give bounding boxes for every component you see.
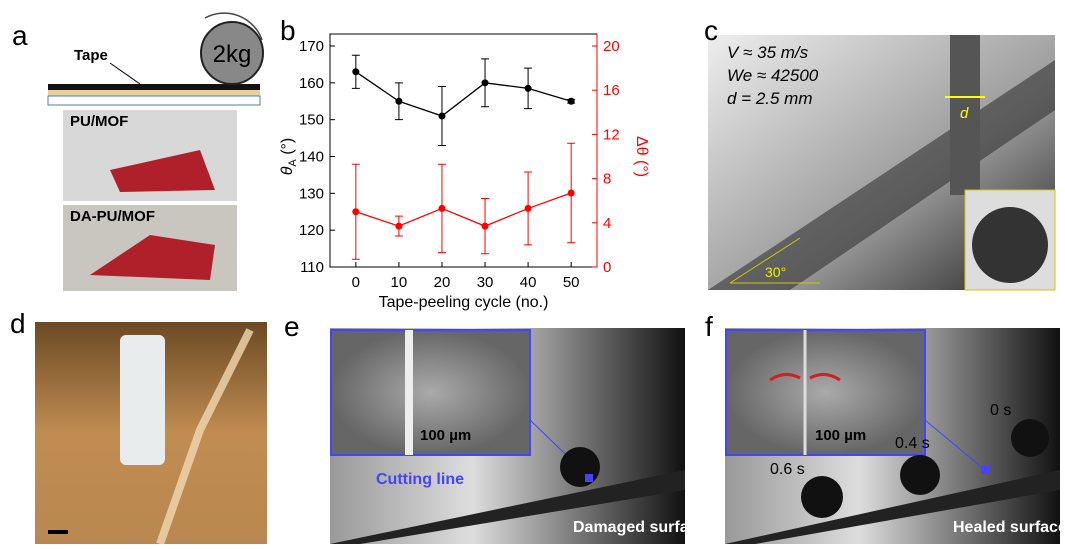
droplet — [560, 447, 600, 487]
angle-line — [729, 237, 801, 284]
inset — [330, 329, 531, 456]
x-tick-label: 50 — [563, 274, 580, 291]
point — [395, 97, 403, 105]
y-tick-label: 170 — [299, 38, 324, 55]
plot-frame — [329, 33, 598, 268]
time-label: 0 s — [990, 402, 1011, 419]
heal-arrows — [769, 373, 841, 382]
y2-tick-label: 16 — [603, 82, 620, 99]
x-tick-label: 30 — [477, 274, 494, 291]
cut — [405, 330, 413, 455]
panel-label: c — [704, 15, 718, 46]
point — [524, 204, 532, 212]
info: d = 2.5 mm — [727, 89, 813, 108]
arrow — [204, 12, 263, 41]
y-tick-label: 120 — [299, 222, 324, 239]
photo-tape — [90, 235, 215, 280]
point — [438, 204, 446, 212]
y-label-sub: A — [287, 159, 299, 167]
surface-label: Damaged surface — [573, 519, 706, 536]
y2-tick-label: 20 — [603, 38, 620, 55]
tape-label: Tape — [74, 47, 108, 64]
x-tick-label: 0 — [352, 274, 360, 291]
y2-tick-label: 4 — [603, 215, 611, 232]
droplet — [900, 455, 940, 495]
layer — [48, 90, 260, 96]
series-line — [355, 71, 572, 117]
point — [481, 79, 489, 87]
x-label: Tape-peeling cycle (no.) — [379, 294, 549, 311]
bottle — [120, 335, 165, 465]
chart: 0 10 20 30 40 50 110 120 130 140 150 160 170 0 4 8 12 16 2… — [279, 33, 650, 311]
y-label-unit: (°) — [279, 138, 296, 160]
panel-label: a — [12, 20, 28, 51]
surface — [330, 470, 685, 544]
inset — [725, 329, 926, 456]
info: V ≈ 35 m/s — [727, 43, 809, 62]
pointer — [924, 419, 986, 471]
sample-label: DA-PU/MOF — [70, 208, 155, 225]
y-label-symbol: θ — [279, 166, 296, 175]
x-tick-label: 20 — [434, 274, 451, 291]
scale-label: 100 µm — [815, 427, 866, 444]
point — [567, 97, 575, 105]
x-tick-label: 10 — [391, 274, 408, 291]
weight — [200, 21, 264, 85]
y-label: θA (°) — [279, 138, 299, 176]
dimension-label: d — [960, 105, 969, 122]
panel-label: e — [284, 311, 300, 342]
droplet — [972, 207, 1048, 283]
scale-bar — [48, 530, 68, 534]
panel-label: f — [705, 311, 713, 342]
droplet — [801, 476, 843, 518]
sample-label: PU/MOF — [70, 113, 128, 130]
point — [395, 222, 403, 230]
panel-label: d — [10, 308, 26, 339]
pointer — [109, 62, 141, 85]
panel-label: b — [280, 15, 296, 46]
droplet — [1011, 419, 1049, 457]
point — [438, 112, 446, 120]
substrate — [47, 95, 261, 106]
y-tick-label: 140 — [299, 149, 324, 166]
y-tick-label: 110 — [300, 259, 324, 276]
point — [481, 222, 489, 230]
point — [567, 189, 575, 197]
point — [352, 208, 360, 216]
y-tick-label: 150 — [299, 112, 324, 129]
weight-label: 2kg — [213, 41, 252, 68]
point — [352, 68, 360, 76]
y-tick-label: 160 — [299, 75, 324, 92]
x-tick-label: 40 — [520, 274, 537, 291]
nozzle — [950, 35, 980, 195]
y2-tick-label: 8 — [603, 171, 611, 188]
water-stream — [156, 328, 254, 546]
series-line — [355, 192, 572, 227]
y2-tick-label: 12 — [603, 126, 620, 143]
angle-label: 30° — [765, 264, 786, 280]
scale-label: 100 µm — [420, 427, 471, 444]
marker — [585, 474, 593, 482]
tape — [48, 84, 260, 90]
y2-tick-label: 0 — [603, 259, 611, 276]
surface-label: Healed surface — [953, 519, 1065, 536]
cut-label: Cutting line — [376, 471, 464, 488]
time-label: 0.4 s — [895, 435, 930, 452]
photo-tape — [110, 150, 215, 192]
marker — [981, 466, 989, 474]
y-tick-label: 130 — [299, 185, 324, 202]
y2-label: Δθ (°) — [633, 136, 650, 177]
surface — [725, 470, 1060, 544]
point — [524, 84, 532, 92]
time-label: 0.6 s — [770, 461, 805, 478]
info: We ≈ 42500 — [727, 66, 819, 85]
